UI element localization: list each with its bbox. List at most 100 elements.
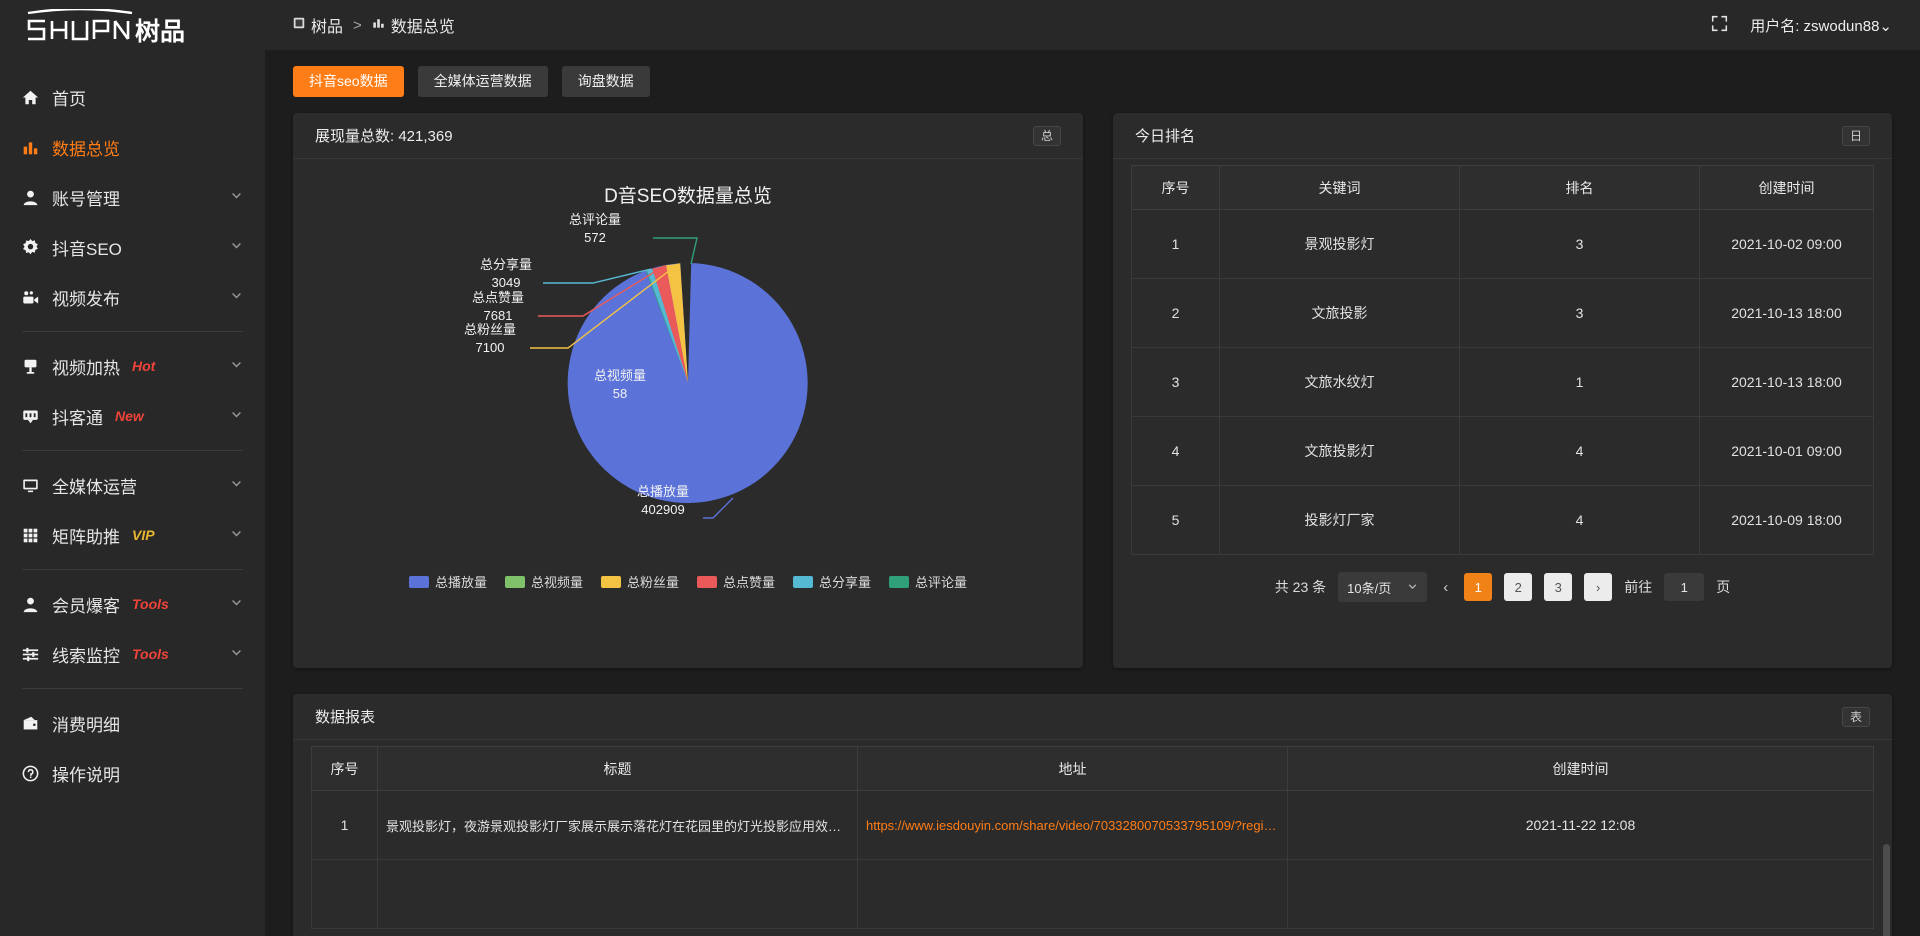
legend-swatch bbox=[600, 575, 621, 588]
report-card-header: 数据报表 表 bbox=[293, 694, 1892, 740]
user-menu[interactable]: 用户名: zswodun88⌄ bbox=[1750, 15, 1892, 36]
sidebar-item-video-publish[interactable]: 视频发布 bbox=[0, 272, 265, 322]
table-row[interactable]: 3 文旅水纹灯 1 2021-10-13 18:00 bbox=[1131, 347, 1874, 417]
breadcrumb-current-label: 数据总览 bbox=[390, 19, 455, 36]
table-row[interactable]: 1 景观投影灯，夜游景观投影灯厂家展示展示落花灯在花园里的灯光投影应用效果 # … bbox=[311, 790, 1874, 860]
tab-bar: 抖音seo数据 全媒体运营数据 询盘数据 bbox=[265, 50, 1920, 97]
table-header-row: 序号 标题 地址 创建时间 bbox=[311, 746, 1874, 791]
report-view-badge[interactable]: 表 bbox=[1841, 706, 1870, 727]
cell-index: 4 bbox=[1131, 416, 1220, 486]
cell-index bbox=[311, 859, 378, 929]
rank-period-badge[interactable]: 日 bbox=[1841, 125, 1870, 146]
pie-label-shares-name: 总分享量 bbox=[480, 257, 532, 272]
pagination-page-1[interactable]: 1 bbox=[1464, 573, 1493, 601]
sidebar-item-tag: Tools bbox=[132, 646, 169, 662]
sidebar-item-label: 首页 bbox=[52, 89, 86, 109]
sidebar-item-matrix-boost[interactable]: 矩阵助推 VIP bbox=[0, 510, 265, 560]
pagination-page-2[interactable]: 2 bbox=[1504, 573, 1533, 601]
bar-chart-icon bbox=[372, 16, 385, 34]
topbar: 树品 > 数据总览 用户名: zswodun88⌄ bbox=[265, 0, 1920, 50]
legend-item-total-fans[interactable]: 总粉丝量 bbox=[600, 572, 679, 591]
pie-slices bbox=[567, 263, 808, 503]
chevron-down-icon bbox=[1407, 580, 1418, 595]
table-row[interactable] bbox=[311, 859, 1874, 929]
sidebar-item-data-overview[interactable]: 数据总览 bbox=[0, 122, 265, 172]
legend-label: 总粉丝量 bbox=[626, 575, 679, 590]
legend-item-total-plays[interactable]: 总播放量 bbox=[408, 572, 487, 591]
help-icon bbox=[22, 765, 48, 782]
sidebar: 树品 首页 数据总览 账号管理 bbox=[0, 0, 265, 936]
pagination-page-3[interactable]: 3 bbox=[1544, 573, 1573, 601]
cell-index: 2 bbox=[1131, 278, 1220, 348]
slice-total-likes bbox=[652, 265, 688, 383]
table-row[interactable]: 5 投影灯厂家 4 2021-10-09 18:00 bbox=[1131, 485, 1874, 555]
sidebar-nav: 首页 数据总览 账号管理 bbox=[0, 58, 265, 798]
user-label: 用户名: zswodun88 bbox=[1750, 17, 1880, 35]
pagination-page-unit: 页 bbox=[1716, 579, 1731, 595]
brand-logo[interactable]: 树品 bbox=[0, 0, 265, 58]
table-row[interactable]: 4 文旅投影灯 4 2021-10-01 09:00 bbox=[1131, 416, 1874, 486]
sidebar-item-label: 线索监控 bbox=[52, 646, 120, 666]
main-area: 树品 > 数据总览 用户名: zswodun88⌄ bbox=[265, 0, 1920, 936]
report-table-wrap: 序号 标题 地址 创建时间 1 景观投影灯，夜游景观投影灯厂家展示展示落花灯在花… bbox=[293, 740, 1892, 929]
col-index: 序号 bbox=[1131, 165, 1220, 210]
cell-created: 2021-10-01 09:00 bbox=[1699, 416, 1874, 486]
page-size-select[interactable]: 10条/页 bbox=[1338, 572, 1428, 602]
sidebar-item-label: 消费明细 bbox=[52, 715, 120, 735]
legend-item-total-shares[interactable]: 总分享量 bbox=[793, 572, 871, 591]
content-area: 展现量总数: 421,369 总 D音SEO数据量总览 bbox=[265, 97, 1920, 936]
col-created: 创建时间 bbox=[1287, 746, 1874, 791]
tab-inquiry[interactable]: 询盘数据 bbox=[561, 66, 650, 97]
vertical-scrollbar-thumb[interactable] bbox=[1883, 844, 1890, 936]
sidebar-item-tag: Tools bbox=[132, 596, 169, 612]
sidebar-item-home[interactable]: 首页 bbox=[0, 72, 265, 122]
breadcrumb-root[interactable]: 树品 bbox=[293, 13, 343, 37]
sidebar-item-account-manage[interactable]: 账号管理 bbox=[0, 172, 265, 222]
legend-swatch bbox=[697, 575, 717, 588]
sidebar-item-consumption[interactable]: 消费明细 bbox=[0, 698, 265, 748]
tab-douyin-seo[interactable]: 抖音seo数据 bbox=[293, 66, 404, 97]
sidebar-item-label: 会员爆客 bbox=[52, 596, 120, 616]
fullscreen-icon[interactable] bbox=[1711, 15, 1728, 36]
chart-title: D音SEO数据量总览 bbox=[604, 186, 772, 207]
col-title: 标题 bbox=[377, 746, 858, 791]
col-keyword: 关键词 bbox=[1219, 165, 1460, 210]
video-url-link[interactable]: https://www.iesdouyin.com/share/video/70… bbox=[866, 817, 1279, 833]
sidebar-item-video-boost[interactable]: 视频加热 Hot bbox=[0, 341, 265, 391]
sidebar-item-member-tools[interactable]: 会员爆客 Tools bbox=[0, 579, 265, 629]
sidebar-item-douketong[interactable]: 抖客通 New bbox=[0, 391, 265, 441]
wallet-icon bbox=[22, 715, 48, 732]
table-row[interactable]: 2 文旅投影 3 2021-10-13 18:00 bbox=[1131, 278, 1874, 348]
leader-likes bbox=[538, 265, 665, 317]
cell-keyword: 文旅投影灯 bbox=[1219, 416, 1460, 486]
chart-period-badge[interactable]: 总 bbox=[1032, 125, 1061, 146]
cell-keyword: 景观投影灯 bbox=[1219, 209, 1460, 279]
sidebar-item-clue-monitor[interactable]: 线索监控 Tools bbox=[0, 629, 265, 679]
legend-item-total-comments[interactable]: 总评论量 bbox=[889, 572, 967, 591]
pagination-next[interactable]: › bbox=[1584, 573, 1613, 601]
sidebar-item-omnimedia[interactable]: 全媒体运营 bbox=[0, 460, 265, 510]
col-url: 地址 bbox=[857, 746, 1288, 791]
pagination-goto-input[interactable]: 1 bbox=[1664, 573, 1705, 601]
sidebar-item-tag: Hot bbox=[132, 358, 156, 374]
pagination-prev[interactable]: ‹ bbox=[1443, 578, 1449, 596]
sidebar-item-douyin-seo[interactable]: 抖音SEO bbox=[0, 222, 265, 272]
leader-plays bbox=[703, 497, 734, 519]
cell-title: 景观投影灯，夜游景观投影灯厂家展示展示落花灯在花园里的灯光投影应用效果 # bbox=[377, 790, 858, 860]
sidebar-item-instructions[interactable]: 操作说明 bbox=[0, 748, 265, 798]
pie-label-likes-value: 7681 bbox=[484, 308, 513, 323]
sidebar-divider bbox=[22, 331, 243, 332]
cell-title bbox=[377, 859, 858, 929]
pie-chart: 总评论量 572 总分享量 3049 总点赞量 7681 总粉丝量 7100 总… bbox=[293, 208, 1083, 568]
table-row[interactable]: 1 景观投影灯 3 2021-10-02 09:00 bbox=[1131, 209, 1874, 279]
legend-item-total-videos[interactable]: 总视频量 bbox=[504, 572, 583, 591]
pagination-total: 共 23 条 bbox=[1274, 579, 1327, 595]
sidebar-item-label: 数据总览 bbox=[52, 139, 120, 159]
fire-icon bbox=[22, 358, 48, 375]
legend-item-total-likes[interactable]: 总点赞量 bbox=[697, 572, 775, 591]
report-card-title: 数据报表 bbox=[315, 709, 376, 726]
tab-omnimedia[interactable]: 全媒体运营数据 bbox=[417, 66, 548, 97]
cell-index: 5 bbox=[1131, 485, 1220, 555]
monitor-icon bbox=[22, 477, 48, 494]
